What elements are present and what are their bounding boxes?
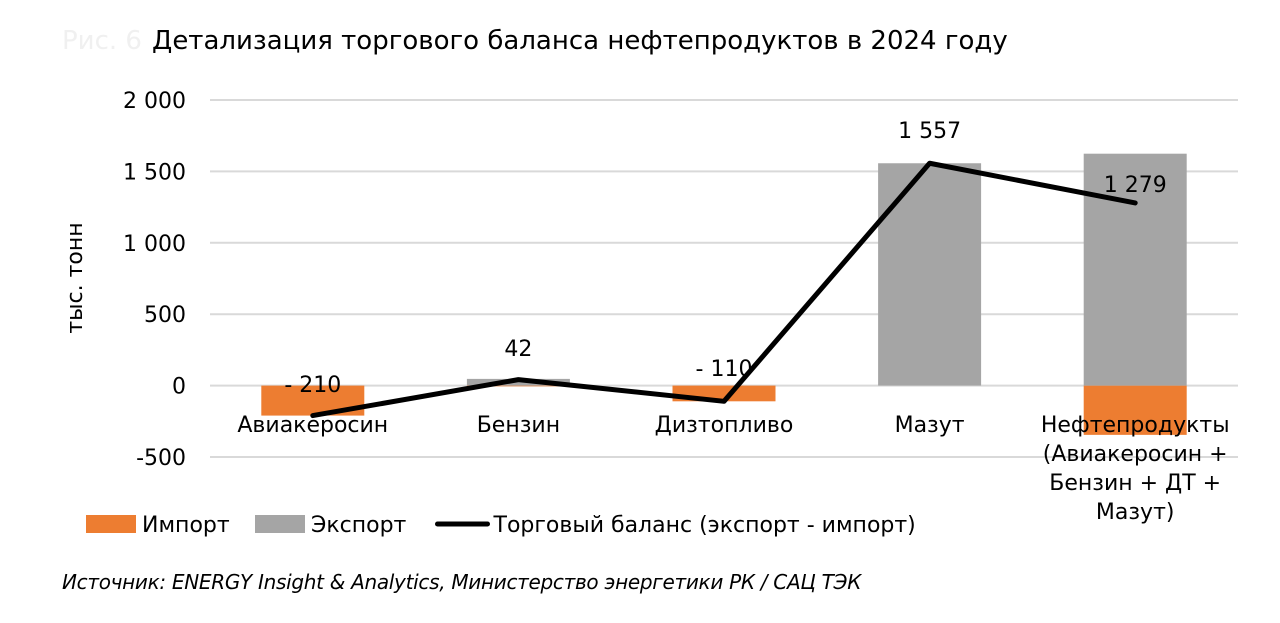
legend-label: Торговый баланс (экспорт - импорт) — [493, 513, 916, 538]
data-label: - 210 — [284, 373, 341, 398]
line-point — [722, 399, 726, 404]
bar-import — [1083, 385, 1187, 435]
x-tick-label: Дизтопливо — [655, 413, 794, 438]
legend-swatch — [255, 515, 305, 533]
y-tick-label: 1 000 — [123, 232, 186, 257]
x-tick-label: Бензин — [477, 413, 560, 438]
line-point — [927, 161, 932, 166]
bar-export — [1083, 153, 1187, 386]
y-tick-label: -500 — [136, 446, 186, 471]
legend-label: Импорт — [142, 513, 230, 538]
line-point — [1133, 200, 1138, 205]
legend-label: Экспорт — [311, 513, 407, 538]
line-point — [310, 413, 315, 418]
data-label: 1 557 — [898, 119, 961, 144]
line-point — [516, 377, 521, 382]
data-label: - 110 — [696, 357, 753, 382]
x-tick-label: Нефтепродукты (Авиакеросин + Бензин + ДТ +… — [1041, 413, 1230, 525]
y-axis-title: тыс. тонн — [63, 222, 88, 333]
figure-number: Рис. 6 — [62, 26, 142, 56]
bar-export — [878, 163, 982, 386]
bar-import — [466, 385, 570, 387]
data-label: 1 279 — [1104, 173, 1167, 198]
source-note: Источник: ENERGY Insight & Analytics, Ми… — [62, 570, 862, 594]
y-tick-label: 2 000 — [123, 89, 186, 114]
y-tick-label: 500 — [144, 303, 186, 328]
legend-swatch — [86, 515, 136, 533]
data-label: 42 — [504, 337, 532, 362]
chart-title: Детализация торгового баланса нефтепроду… — [152, 26, 1008, 56]
bar-export — [466, 378, 570, 386]
x-tick-label: Мазут — [895, 413, 965, 438]
y-tick-label: 0 — [172, 375, 186, 400]
y-tick-label: 1 500 — [123, 160, 186, 185]
